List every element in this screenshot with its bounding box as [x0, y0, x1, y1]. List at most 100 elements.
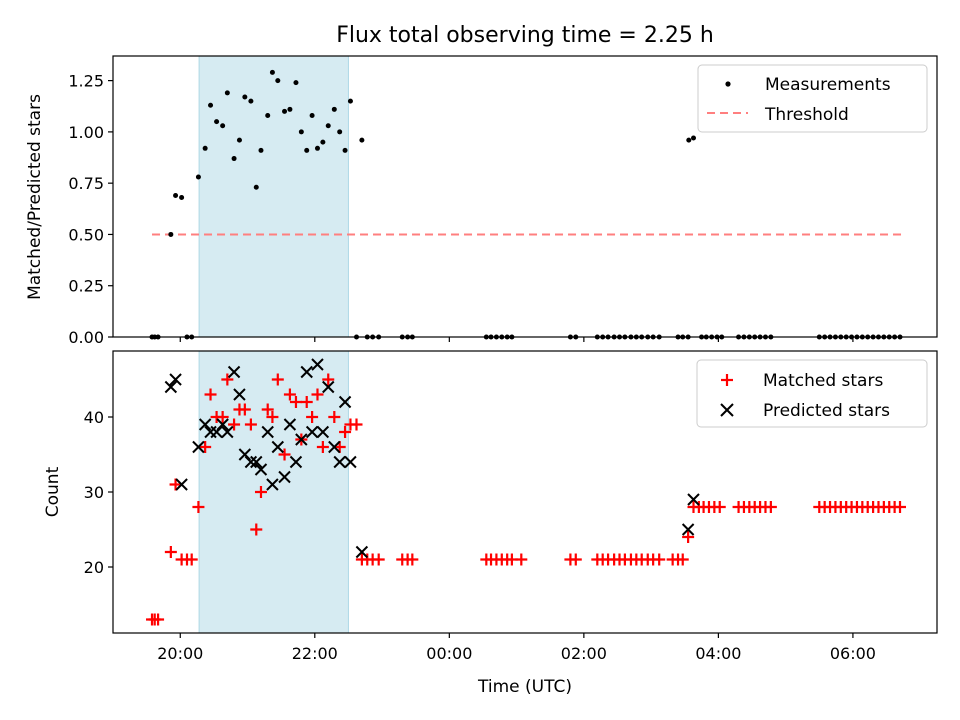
bottom-y-axis: 20 30 40 [84, 408, 113, 577]
measurement-point [231, 156, 237, 162]
matched-star-marker [185, 553, 198, 566]
legend-matched-marker [721, 374, 733, 386]
x-tick-label: 22:00 [292, 644, 338, 663]
measurement-point [179, 195, 185, 201]
matched-star-marker [152, 613, 165, 626]
matched-star-marker [192, 501, 205, 513]
matched-star-marker [569, 553, 582, 566]
bottom-x-axis: 20:00 22:00 00:00 02:00 04:00 06:00 [157, 633, 876, 663]
measurement-point [309, 112, 315, 118]
y-tick-label: 1.00 [68, 123, 104, 142]
y-tick-label: 0.50 [68, 225, 104, 244]
top-highlight-span [198, 55, 349, 338]
matched-star-marker [653, 553, 666, 566]
top-legend-box [697, 64, 928, 133]
measurement-point [242, 94, 248, 100]
predicted-star-marker [333, 455, 346, 469]
top-x-ticks [179, 337, 854, 342]
matched-star-marker [221, 373, 234, 386]
predicted-star-marker [289, 455, 303, 469]
predicted-star-marker [221, 425, 234, 439]
predicted-star-marker [322, 380, 335, 394]
matched-star-marker [311, 388, 324, 401]
predicted-star-marker [164, 380, 178, 394]
measurement-point [314, 145, 320, 151]
predicted-star-marker [300, 365, 313, 379]
measurement-point [258, 147, 264, 153]
predicted-star-marker [316, 425, 330, 439]
matched-star-marker [316, 441, 329, 453]
top-axes-frame [112, 55, 938, 338]
top-y-axis-label: Matched/Predicted stars [25, 94, 45, 300]
predicted-star-marker [278, 470, 291, 484]
matched-star-marker [406, 553, 419, 566]
top-y-axis: 0.00 0.25 0.50 0.75 1.00 1.25 [68, 72, 113, 347]
matched-star-marker [322, 373, 335, 386]
observing-window-span [198, 350, 349, 634]
bottom-legend: Matched stars Predicted stars [696, 359, 928, 428]
predicted-star-marker [271, 440, 285, 454]
predicted-star-marker [210, 425, 223, 439]
matched-star-marker [254, 486, 267, 498]
legend-predicted-marker [720, 403, 734, 417]
matched-star-marker [228, 418, 241, 431]
measurement-point [275, 78, 281, 84]
measurement-point [224, 90, 230, 96]
predicted-star-marker [192, 440, 205, 454]
measurement-point [304, 147, 310, 153]
measurement-point [325, 123, 331, 129]
matched-star-marker [515, 553, 528, 566]
legend-threshold-label: Threshold [764, 105, 849, 125]
matched-star-marker [271, 373, 284, 386]
predicted-star-marker [311, 358, 324, 371]
measurement-point [208, 102, 214, 108]
legend-measurements-marker [725, 81, 731, 87]
matched-star-marker [372, 553, 385, 566]
y-tick-label: 20 [84, 558, 104, 577]
predicted-star-marker [305, 425, 319, 439]
predicted-star-marker [169, 373, 182, 386]
matched-star-marker [164, 546, 177, 558]
predicted-star-marker [344, 455, 357, 469]
measurement-point [690, 135, 696, 141]
x-tick-label: 02:00 [561, 644, 607, 663]
predicted-star-marker [266, 478, 279, 491]
bottom-panel: 20 30 40 20:00 22:00 00:00 02:00 04:00 06:00 Co… [43, 350, 938, 697]
measurement-point [347, 98, 353, 104]
matched-star-marker [238, 403, 251, 416]
measurement-point [214, 119, 220, 125]
measurement-point [282, 108, 288, 114]
legend-predicted-label: Predicted stars [763, 401, 890, 421]
predicted-star-marker [233, 388, 246, 401]
matched-star-marker [169, 478, 182, 491]
measurement-point [287, 106, 293, 112]
matched-star-marker [244, 418, 257, 431]
matched-star-marker [713, 501, 726, 513]
x-tick-label: 00:00 [426, 644, 472, 663]
matched-star-marker [250, 523, 263, 536]
measurement-point [220, 123, 226, 129]
top-legend: Measurements Threshold [697, 64, 928, 133]
matched-star-marker [261, 403, 274, 416]
measurement-point [686, 137, 692, 143]
matched-star-marker [328, 411, 341, 423]
matched-star-marker [199, 441, 212, 453]
predicted-star-marker [175, 478, 188, 491]
measurement-point [359, 137, 365, 143]
measurement-point [320, 139, 326, 145]
x-tick-label: 06:00 [830, 644, 876, 663]
measurement-point [195, 174, 201, 180]
measurement-point [337, 129, 343, 135]
y-tick-label: 40 [84, 408, 104, 427]
predicted-star-marker [216, 418, 229, 431]
bottom-y-axis-label: Count [43, 466, 63, 517]
bottom-legend-box [696, 359, 928, 428]
matched-star-marker [216, 411, 229, 423]
predicted-star-marker [328, 440, 341, 454]
predicted-star-marker [687, 493, 700, 506]
predicted-star-marker [250, 455, 263, 469]
matched-star-marker [204, 388, 217, 401]
measurement-point [269, 69, 275, 75]
x-tick-label: 04:00 [695, 644, 741, 663]
